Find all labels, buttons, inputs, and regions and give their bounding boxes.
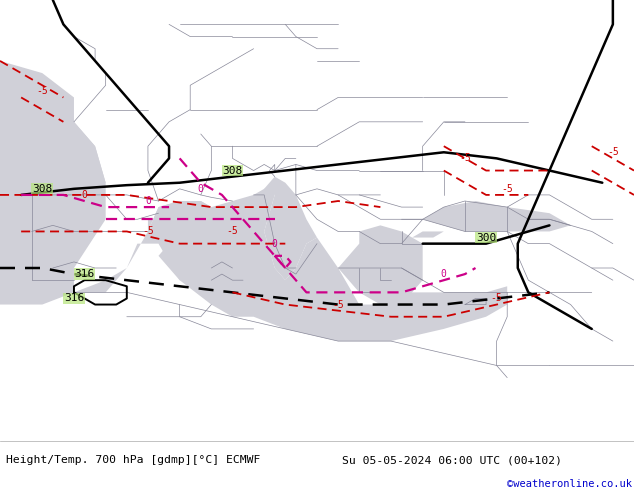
Polygon shape	[0, 61, 106, 305]
Text: Height/Temp. 700 hPa [gdmp][°C] ECMWF: Height/Temp. 700 hPa [gdmp][°C] ECMWF	[6, 455, 261, 465]
Polygon shape	[423, 201, 571, 231]
Text: ©weatheronline.co.uk: ©weatheronline.co.uk	[507, 479, 632, 489]
Text: 300: 300	[476, 233, 496, 243]
Polygon shape	[412, 231, 444, 238]
Polygon shape	[158, 183, 507, 341]
Text: 316: 316	[64, 294, 84, 303]
Text: Su 05-05-2024 06:00 UTC (00+102): Su 05-05-2024 06:00 UTC (00+102)	[342, 455, 562, 465]
Text: -5: -5	[501, 184, 513, 194]
Text: 308: 308	[223, 166, 243, 175]
Text: -5: -5	[607, 147, 619, 157]
Text: 0: 0	[82, 190, 87, 200]
Text: 308: 308	[32, 184, 53, 194]
Text: -5: -5	[142, 226, 154, 237]
Polygon shape	[338, 225, 423, 305]
Text: 0: 0	[441, 269, 447, 279]
Text: 0: 0	[272, 239, 278, 248]
Text: 316: 316	[74, 269, 94, 279]
Text: 0: 0	[198, 184, 204, 194]
Polygon shape	[0, 122, 106, 195]
Text: -5: -5	[332, 299, 344, 310]
Polygon shape	[148, 201, 211, 231]
Text: 0: 0	[145, 196, 151, 206]
Polygon shape	[254, 176, 317, 280]
Polygon shape	[74, 201, 254, 293]
Text: -5: -5	[491, 294, 503, 303]
Text: -5: -5	[36, 86, 48, 97]
Text: -5: -5	[459, 153, 471, 163]
Text: -5: -5	[226, 226, 238, 237]
